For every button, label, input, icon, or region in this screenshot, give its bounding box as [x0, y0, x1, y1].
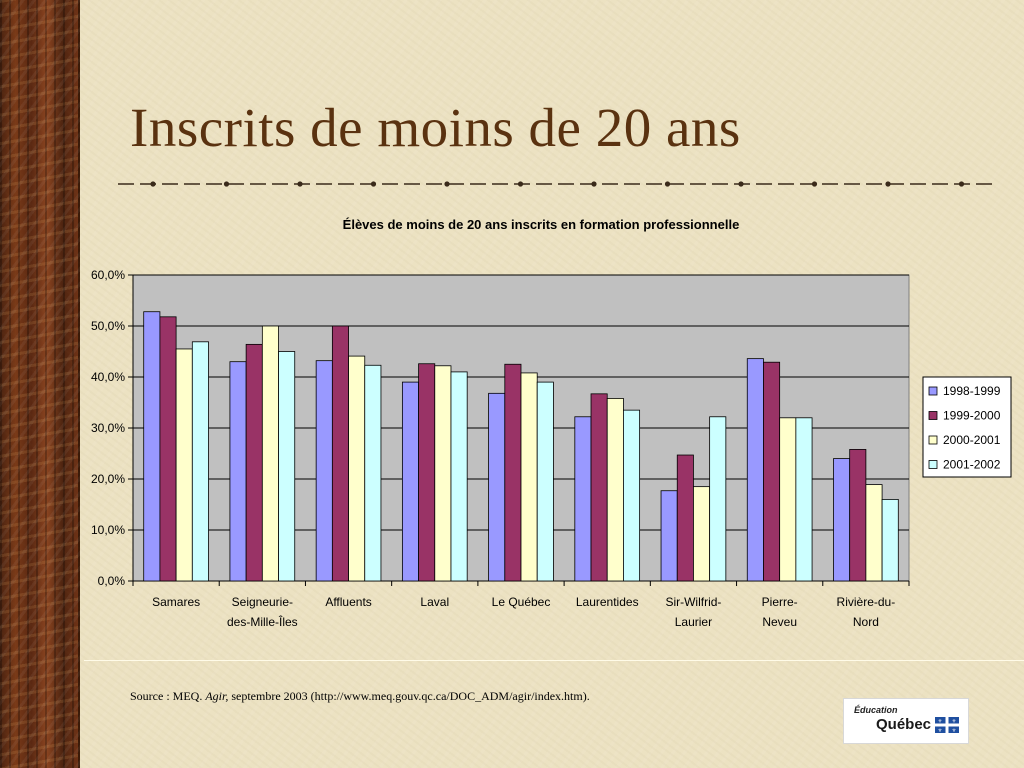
divider-dot: [811, 181, 818, 187]
decorative-divider: [118, 181, 998, 187]
divider-dot: [517, 181, 524, 187]
bar-2000-2001: [261, 325, 279, 582]
divider-dot: [738, 181, 744, 187]
x-tick-label: Seigneurie-: [232, 595, 293, 609]
svg-text:⚜: ⚜: [938, 719, 942, 725]
legend-swatch: [928, 386, 938, 396]
legend-swatch: [928, 435, 938, 445]
y-tick-label: 20,0%: [91, 472, 125, 486]
legend-label: 2001-2002: [943, 458, 1001, 472]
x-tick-label: Affluents: [325, 595, 371, 609]
x-tick-label: Neveu: [762, 615, 797, 629]
bar-1998-1999: [660, 490, 678, 582]
svg-text:⚜: ⚜: [952, 728, 956, 733]
bar-1998-1999: [833, 458, 851, 582]
bar-2001-2002: [623, 409, 641, 582]
bar-1998-1999: [574, 416, 592, 582]
bar-2001-2002: [364, 364, 382, 582]
bar-chart: Élèves de moins de 20 ans inscrits en fo…: [91, 217, 1012, 629]
divider-dot: [150, 181, 156, 187]
divider-dot: [297, 181, 303, 187]
divider-dot: [958, 181, 965, 187]
bar-2000-2001: [779, 417, 797, 582]
divider-dot: [370, 181, 377, 187]
legend-swatch: [928, 411, 938, 420]
x-tick-label: Laurentides: [576, 595, 639, 609]
bar-1999-2000: [849, 449, 867, 582]
svg-text:⚜: ⚜: [952, 719, 956, 725]
bar-1999-2000: [331, 325, 349, 582]
slide-title: Inscrits de moins de 20 ans: [130, 97, 741, 158]
source-note: Source : MEQ. Agir, septembre 2003 (http…: [130, 689, 590, 704]
bar-2001-2002: [881, 498, 899, 582]
bar-2000-2001: [693, 486, 711, 582]
source-suffix: septembre 2003 (http://www.meq.gouv.qc.c…: [228, 689, 590, 703]
bar-2000-2001: [520, 372, 538, 582]
legend-label: 2000-2001: [943, 433, 1001, 447]
x-tick-label: Samares: [152, 595, 200, 609]
bar-1998-1999: [746, 358, 764, 582]
bar-1998-1999: [229, 361, 247, 582]
x-tick-label: Laval: [420, 595, 449, 609]
divider-dot: [444, 181, 450, 187]
bar-1998-1999: [315, 360, 333, 582]
education-quebec-logo: Éducation Québec ⚜ ⚜ ⚜ ⚜: [843, 698, 969, 744]
bar-2000-2001: [606, 398, 624, 582]
bar-1999-2000: [763, 361, 781, 582]
bar-1998-1999: [143, 311, 161, 582]
divider-dot: [664, 181, 671, 187]
bar-2001-2002: [191, 341, 209, 582]
y-tick-label: 30,0%: [91, 421, 125, 435]
legend-swatch: [928, 460, 938, 469]
bar-2001-2002: [450, 371, 468, 582]
chart-title: Élèves de moins de 20 ans inscrits en fo…: [343, 217, 740, 232]
y-tick-label: 10,0%: [91, 523, 125, 537]
y-tick-label: 40,0%: [91, 370, 125, 384]
divider-dot: [223, 181, 230, 187]
bar-2001-2002: [709, 416, 727, 582]
legend-label: 1999-2000: [943, 409, 1001, 423]
divider-dot: [885, 181, 891, 187]
bar-2000-2001: [434, 365, 452, 582]
x-tick-label: Le Québec: [492, 595, 551, 609]
bar-1999-2000: [245, 343, 263, 582]
y-tick-label: 0,0%: [98, 574, 126, 588]
legend-box: [922, 376, 1012, 478]
svg-text:⚜: ⚜: [938, 728, 942, 733]
y-tick-label: 60,0%: [91, 268, 125, 282]
x-tick-label: Pierre-: [762, 595, 798, 609]
x-tick-label: Sir-Wilfrid-: [665, 595, 721, 609]
source-title: Agir,: [205, 689, 229, 703]
x-tick-label: Laurier: [675, 615, 712, 629]
bar-1999-2000: [159, 316, 177, 582]
source-prefix: Source : MEQ.: [130, 689, 206, 703]
x-tick-label: Rivière-du-: [837, 595, 896, 609]
bar-1999-2000: [676, 454, 694, 582]
x-tick-label: des-Mille-Îles: [227, 614, 298, 629]
legend-label: 1998-1999: [943, 384, 1001, 398]
y-tick-label: 50,0%: [91, 319, 125, 333]
bar-1998-1999: [401, 381, 419, 582]
logo-education-text: Éducation: [854, 705, 898, 715]
wood-border: [0, 0, 80, 768]
logo-quebec-text: Québec: [876, 716, 932, 733]
divider-dot: [591, 181, 597, 187]
bar-1999-2000: [504, 363, 522, 582]
bar-2000-2001: [175, 348, 193, 582]
bar-2001-2002: [278, 351, 296, 582]
bar-1998-1999: [488, 392, 506, 582]
bar-1999-2000: [418, 363, 436, 582]
bar-2000-2001: [348, 355, 366, 582]
bottom-rule: [84, 660, 1024, 661]
bar-2000-2001: [865, 484, 883, 582]
bar-2001-2002: [795, 417, 813, 582]
quebec-flag-icon: ⚜ ⚜ ⚜ ⚜: [935, 717, 959, 733]
bar-1999-2000: [590, 393, 608, 582]
bar-2001-2002: [536, 381, 554, 582]
x-tick-label: Nord: [853, 615, 879, 629]
